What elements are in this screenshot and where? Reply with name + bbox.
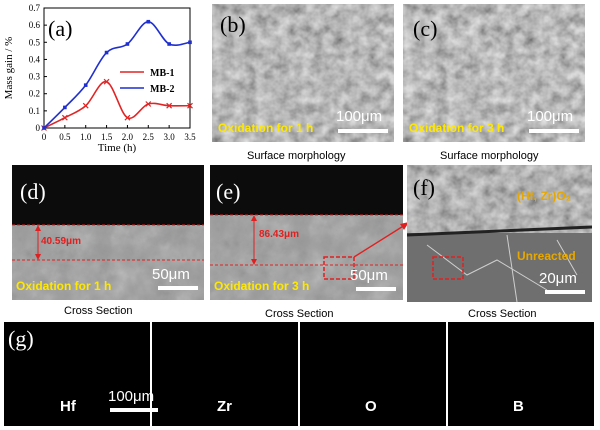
data-point: [187, 102, 193, 109]
scale-bar: [356, 287, 396, 291]
scale-bar-label: 50μm: [152, 266, 190, 283]
oxidation-time-label: Oxidation for 3 h: [409, 121, 505, 135]
x-axis-label: Time (h): [98, 142, 137, 154]
scale-bar: [110, 408, 158, 412]
scale-bar: [158, 286, 198, 290]
data-point: [146, 19, 151, 24]
scale-bar-label: 100μm: [527, 108, 574, 125]
y-tick-label: 0: [36, 123, 41, 133]
mass-gain-chart: 0 0.5 1.0 1.5 2.0 2.5 3.0 3.5 0 0.1 0.2 0.3 0.4 0.5 0.…: [3, 3, 196, 154]
eds-element-label: O: [365, 398, 377, 415]
scale-bar-label: 100μm: [108, 388, 155, 405]
y-tick-label: 0.1: [29, 106, 40, 116]
data-point: [104, 50, 109, 55]
oxide-phase-label: (Hf, Zr)O₂: [517, 189, 571, 203]
eds-map-b: B: [448, 322, 594, 426]
plot-frame: [43, 7, 191, 129]
series-line-mb-1: [43, 80, 191, 129]
eds-element-label: Hf: [60, 398, 76, 415]
y-tick-label: 0.3: [29, 72, 41, 82]
panel-label-d: (d): [20, 179, 46, 204]
scale-bar: [338, 129, 388, 133]
y-tick-label: 0.6: [29, 20, 41, 30]
scale-bar-label: 20μm: [539, 270, 577, 287]
data-point: [82, 102, 89, 109]
eds-map-row: (g) Hf Zr O B 100μm: [4, 322, 596, 426]
data-point: [145, 101, 152, 107]
data-point: [83, 83, 88, 87]
data-point: [103, 78, 110, 85]
data-point: [63, 105, 67, 110]
panel-label-e: (e): [216, 179, 241, 204]
caption-cross-section: Cross Section: [468, 308, 537, 320]
data-point: [124, 114, 131, 121]
data-point: [42, 126, 46, 130]
eds-element-label: B: [513, 398, 524, 415]
caption-surface-morphology: Surface morphology: [247, 150, 346, 162]
legend-entry: MB-1: [150, 68, 174, 79]
oxide-thickness-label: 40.59μm: [41, 236, 82, 247]
panel-label-c: (c): [413, 16, 438, 41]
eds-map-o: O: [300, 322, 446, 426]
cross-section-3h-sem-image: (e) 86.43μm Oxidation for 3 h 50μm: [210, 165, 403, 300]
scale-bar: [545, 290, 585, 294]
eds-element-label: Zr: [217, 398, 232, 415]
x-tick-label: 0: [42, 132, 47, 142]
data-point: [188, 40, 192, 45]
x-tick-label: 2.0: [122, 132, 134, 142]
x-tick-label: 2.5: [143, 132, 155, 142]
panel-label-f: (f): [413, 175, 435, 200]
caption-cross-section: Cross Section: [265, 308, 334, 320]
cross-section-1h-sem-image: (d) 40.59μm Oxidation for 1 h 50μm: [12, 165, 204, 300]
caption-cross-section: Cross Section: [64, 305, 133, 317]
mass-gain-chart-panel: 0 0.5 1.0 1.5 2.0 2.5 3.0 3.5 0 0.1 0.2 0.3 0.4 0.5 0.…: [0, 0, 205, 165]
x-tick-label: 3.0: [164, 132, 176, 142]
oxidation-time-label: Oxidation for 1 h: [218, 121, 314, 135]
y-axis-label: Mass gain / %: [3, 37, 15, 100]
data-point: [167, 42, 171, 46]
legend-entry: MB-2: [150, 84, 174, 95]
data-point: [166, 102, 173, 109]
x-tick-label: 0.5: [59, 132, 71, 142]
scale-bar-label: 100μm: [336, 108, 383, 125]
scale-bar-label: 50μm: [350, 267, 388, 284]
unreacted-label: Unreacted: [517, 249, 576, 263]
data-point: [61, 114, 68, 121]
y-tick-label: 0.2: [29, 89, 40, 99]
oxidation-time-label: Oxidation for 1 h: [16, 279, 112, 293]
x-tick-label: 1.5: [101, 132, 113, 142]
x-tick-label: 1.0: [80, 132, 92, 142]
data-point: [125, 42, 130, 46]
y-tick-label: 0.7: [29, 3, 41, 13]
oxidation-time-label: Oxidation for 3 h: [214, 279, 310, 293]
magnified-cross-section-sem-image: (f) (Hf, Zr)O₂ Unreacted 20μm: [407, 165, 592, 302]
y-tick-label: 0.4: [29, 54, 41, 64]
panel-label-b: (b): [220, 12, 246, 37]
scale-bar: [529, 129, 579, 133]
panel-label-a: (a): [48, 16, 72, 41]
eds-map-zr: Zr: [152, 322, 298, 426]
surface-3h-sem-image: (c) Oxidation for 3 h 100μm: [403, 4, 585, 142]
caption-surface-morphology: Surface morphology: [440, 150, 539, 162]
panel-label-g: (g): [8, 326, 34, 351]
y-tick-label: 0.5: [29, 37, 41, 47]
oxide-thickness-label: 86.43μm: [259, 229, 300, 240]
x-tick-label: 3.5: [184, 132, 196, 142]
surface-1h-sem-image: (b) Oxidation for 1 h 100μm: [212, 4, 394, 142]
